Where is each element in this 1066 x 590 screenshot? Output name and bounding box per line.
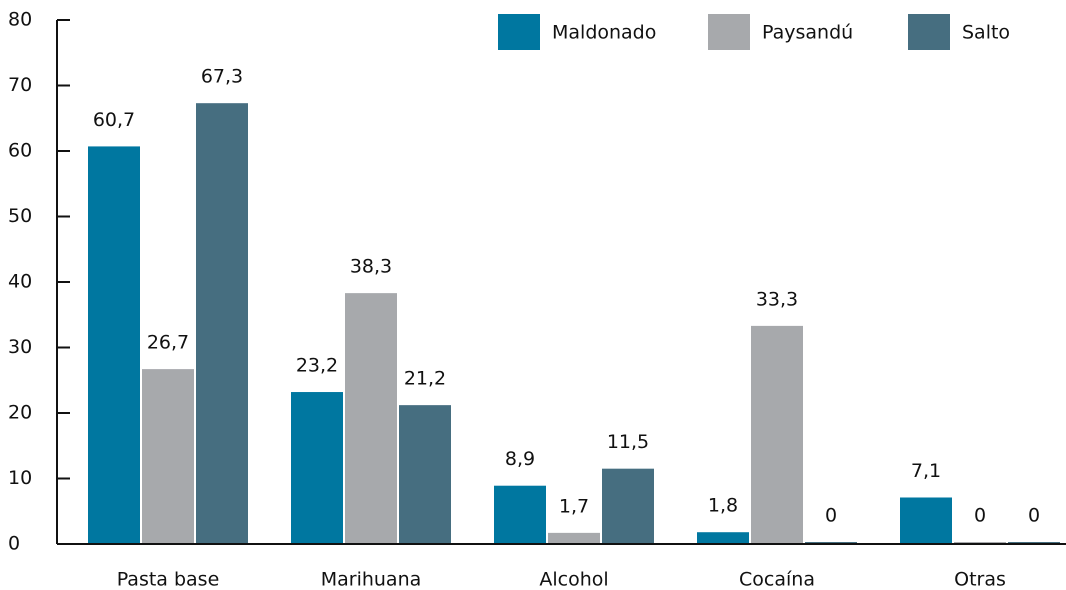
value-label: 11,5 [607,431,649,453]
y-tick-label: 0 [8,533,20,555]
legend-swatch [708,14,750,50]
value-label: 1,7 [559,495,589,517]
bar [751,325,803,544]
bar [602,468,654,544]
y-tick-label: 10 [8,467,32,489]
y-tick-label: 80 [8,9,32,31]
bar [399,405,451,544]
y-tick-label: 50 [8,205,32,227]
legend-label: Salto [962,22,1010,44]
x-tick-label: Otras [954,569,1006,590]
value-label: 0 [974,505,986,527]
bar [900,497,952,544]
x-tick-label: Alcohol [539,569,608,590]
legend-label: Maldonado [552,22,656,44]
value-label: 23,2 [296,355,338,377]
bar [196,103,248,544]
legend-label: Paysandú [762,22,853,44]
value-label: 26,7 [147,332,189,354]
value-label: 33,3 [756,288,798,310]
y-tick-label: 30 [8,336,32,358]
bar [291,392,343,544]
x-tick-label: Marihuana [321,569,422,590]
bar [548,532,600,544]
bar [697,532,749,544]
bar [88,146,140,545]
legend-swatch [908,14,950,50]
bar [494,485,546,544]
y-tick-label: 20 [8,402,32,424]
value-label: 0 [1028,505,1040,527]
value-label: 0 [825,505,837,527]
value-label: 60,7 [93,109,135,131]
value-label: 38,3 [350,256,392,278]
y-tick-label: 70 [8,74,32,96]
x-tick-label: Cocaína [739,569,815,590]
value-label: 1,8 [708,495,738,517]
bar [142,369,194,544]
value-label: 7,1 [911,460,941,482]
y-tick-label: 40 [8,271,32,293]
bar [345,293,397,544]
value-label: 21,2 [404,368,446,390]
value-label: 8,9 [505,448,535,470]
value-label: 67,3 [201,66,243,88]
legend-swatch [498,14,540,50]
y-tick-label: 60 [8,140,32,162]
x-tick-label: Pasta base [117,569,220,590]
